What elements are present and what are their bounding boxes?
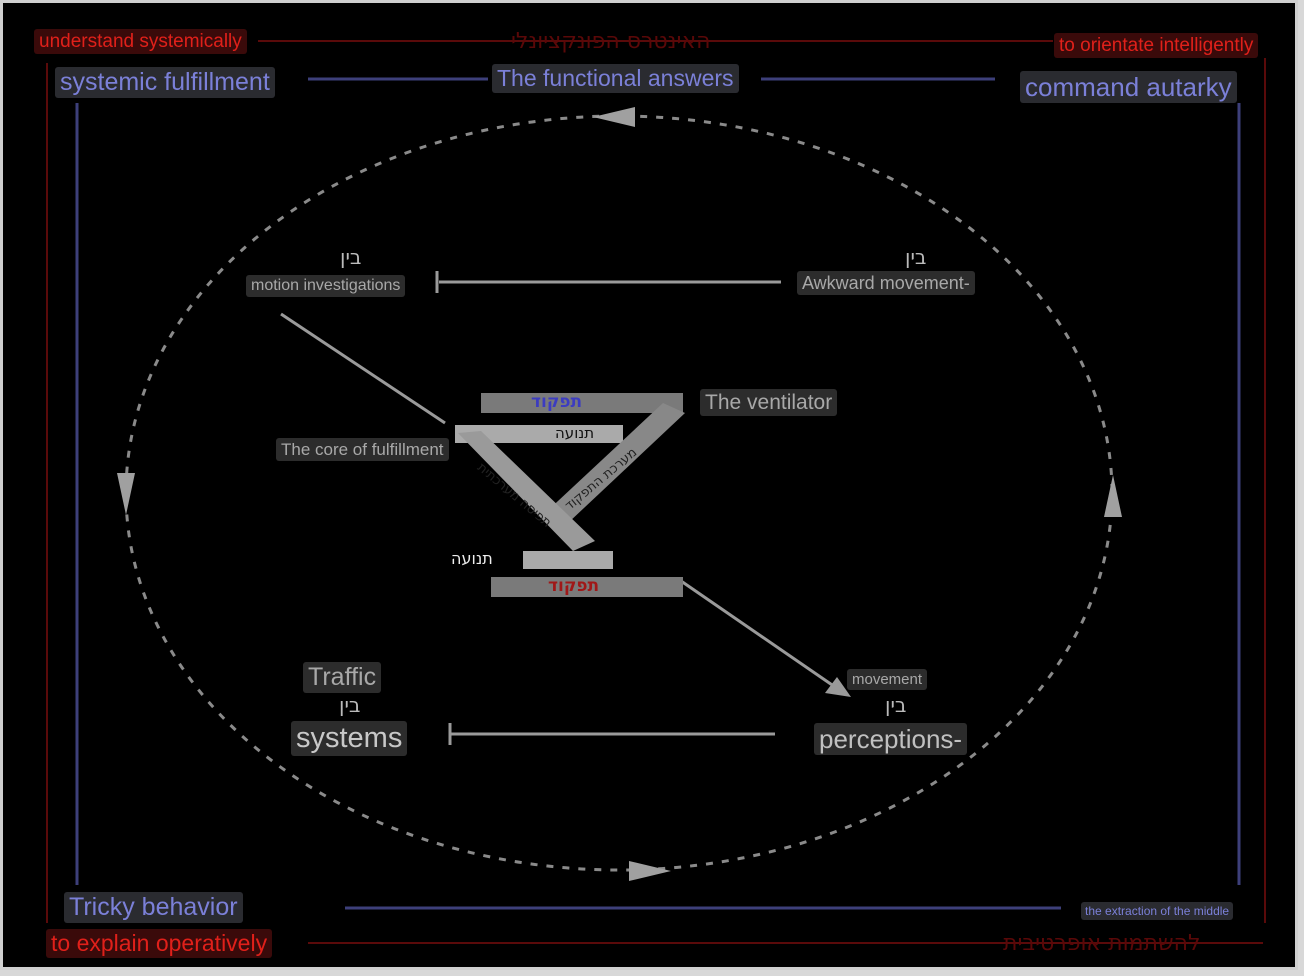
systemic-fulfillment-label: systemic fulfillment	[55, 67, 275, 98]
z-bottom-red-label: תפקוד	[548, 576, 600, 596]
systems-label: systems	[291, 721, 408, 756]
movement-label: movement	[847, 669, 928, 690]
line-z-to-movement	[680, 579, 839, 691]
z-lower-bar	[523, 551, 613, 569]
traffic-label: Traffic	[303, 662, 382, 693]
between-mark-movement: בין	[885, 693, 907, 717]
z-top-blue-label: תפקוד	[531, 392, 583, 412]
line-motion-to-core	[280, 312, 446, 425]
ventilator-label: The ventilator	[700, 389, 838, 416]
functional-answers-label: The functional answers	[492, 64, 739, 93]
z-bottom-bar	[491, 577, 683, 597]
cycle-arrow-left	[117, 473, 135, 515]
between-mark-awkward: בין	[905, 245, 927, 269]
z-top-bar	[481, 393, 683, 413]
cycle-dashed-ellipse	[124, 114, 1114, 872]
understand-systemically-label: understand systemically	[34, 29, 247, 54]
motion-investigations-label: motion investigations	[246, 275, 406, 297]
cycle-arrow-bottom	[629, 861, 671, 881]
top-center-hebrew: האינטרס הפונקציונלי	[511, 29, 711, 54]
blue-frame	[75, 77, 1241, 910]
awkward-movement-label: Awkward movement-	[797, 271, 975, 295]
orientate-intelligently-label: to orientate intelligently	[1054, 33, 1259, 58]
bottom-right-hebrew: להשתמות אופרטיבית	[1003, 931, 1201, 956]
z-upper-white-label: תנועה	[555, 424, 595, 442]
z-diagonal-right	[543, 403, 685, 523]
between-mark-motion: בין	[340, 245, 362, 269]
core-fulfillment-label: The core of fulfillment	[276, 438, 449, 461]
arrowhead-movement	[825, 677, 851, 697]
explain-operatively-label: to explain operatively	[46, 929, 273, 958]
extraction-middle-label: the extraction of the middle	[1081, 902, 1234, 920]
cycle-arrow-right	[1104, 475, 1122, 517]
tricky-behavior-label: Tricky behavior	[64, 892, 243, 923]
perceptions-label: perceptions-	[814, 723, 968, 755]
diagram-lines	[46, 40, 1266, 944]
z-lower-white-label: תנועה	[451, 549, 493, 568]
z-upper-bar	[455, 425, 623, 443]
cycle-arrow-top	[593, 107, 635, 127]
z-diagonal-left	[458, 431, 595, 551]
red-frame	[46, 40, 1266, 944]
between-mark-systems: בין	[339, 693, 361, 717]
z-shape	[455, 393, 685, 597]
command-autarky-label: command autarky	[1020, 71, 1237, 103]
